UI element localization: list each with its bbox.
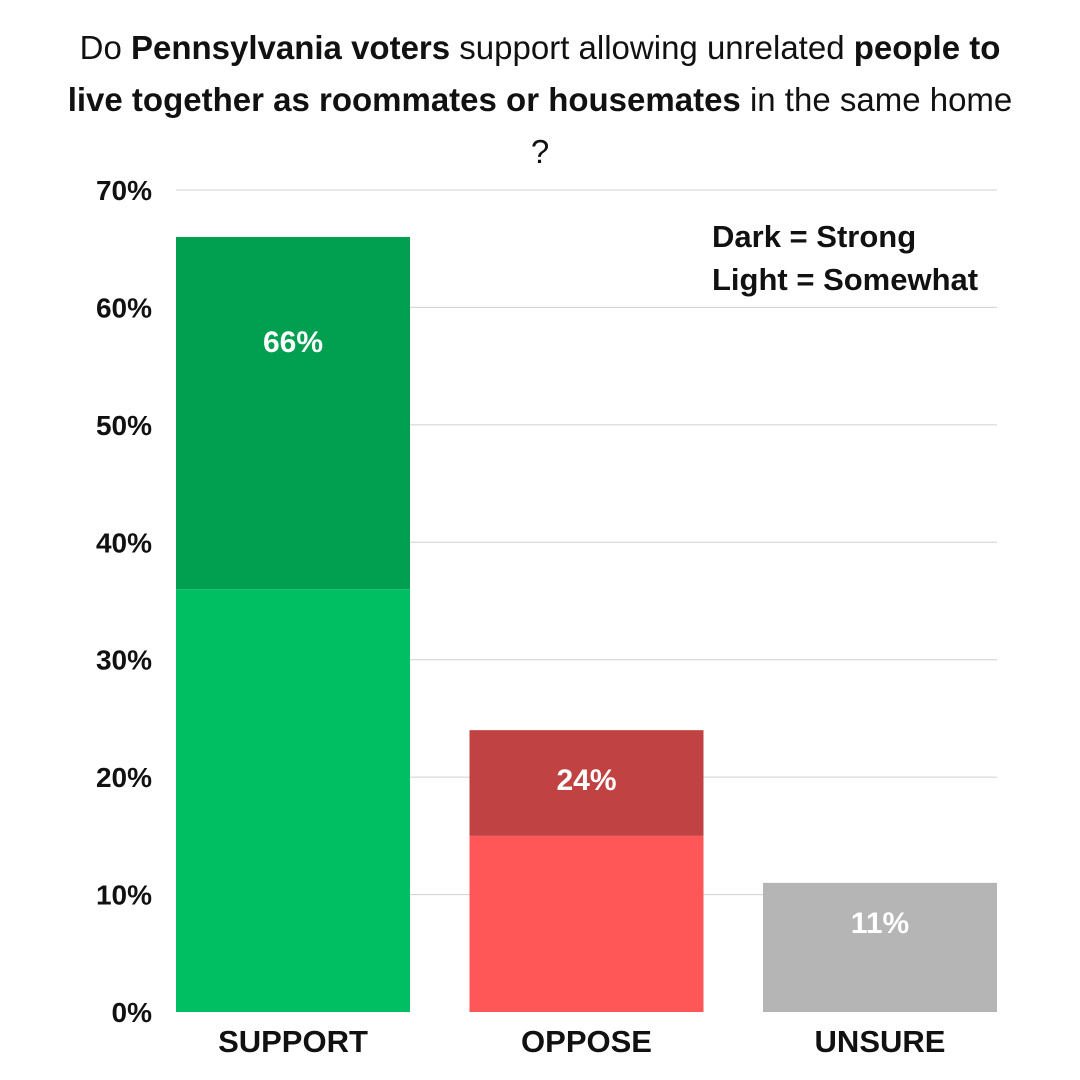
x-label-unsure: UNSURE [815, 1024, 946, 1059]
y-axis-ticks: 0% 10% 20% 30% 40% 50% 60% 70% [96, 175, 152, 1028]
chart-title: Do Pennsylvania voters support allowing … [60, 22, 1020, 178]
total-labels: 66% 24% 11% [263, 326, 909, 940]
x-label-oppose: OPPOSE [521, 1024, 652, 1059]
y-tick-label: 70% [96, 175, 152, 206]
y-tick-label: 40% [96, 527, 152, 558]
total-label-support: 66% [263, 326, 323, 359]
legend: Dark = Strong Light = Somewhat [712, 219, 978, 297]
bar-support-segment-0 [176, 589, 410, 1012]
bar-oppose-segment-0 [469, 835, 704, 1012]
total-label-oppose: 24% [556, 764, 616, 797]
title-part-1: Pennsylvania voters [130, 29, 451, 66]
title-part-0: Do [79, 29, 131, 66]
y-tick-label: 10% [96, 880, 152, 911]
x-label-support: SUPPORT [218, 1024, 368, 1059]
title-part-4: in the same home ? [530, 81, 1013, 170]
legend-dark-line: Dark = Strong [712, 219, 916, 254]
bar-unsure-segment-0 [763, 882, 997, 1012]
bar-support-segment-1 [176, 236, 410, 590]
y-tick-label: 50% [96, 410, 152, 441]
legend-light-line: Light = Somewhat [712, 262, 978, 297]
bar-oppose-segment-1 [469, 730, 704, 836]
y-tick-label: 60% [96, 292, 152, 323]
x-axis-labels: SUPPORT OPPOSE UNSURE [218, 1024, 945, 1059]
title-part-3: people to live together as roommates or … [67, 29, 1001, 118]
y-tick-label: 30% [96, 645, 152, 676]
bars [176, 236, 997, 1012]
y-tick-label: 0% [112, 997, 153, 1028]
y-tick-label: 20% [96, 762, 152, 793]
title-part-2: support allowing unrelated [450, 29, 854, 66]
total-label-unsure: 11% [851, 907, 909, 940]
